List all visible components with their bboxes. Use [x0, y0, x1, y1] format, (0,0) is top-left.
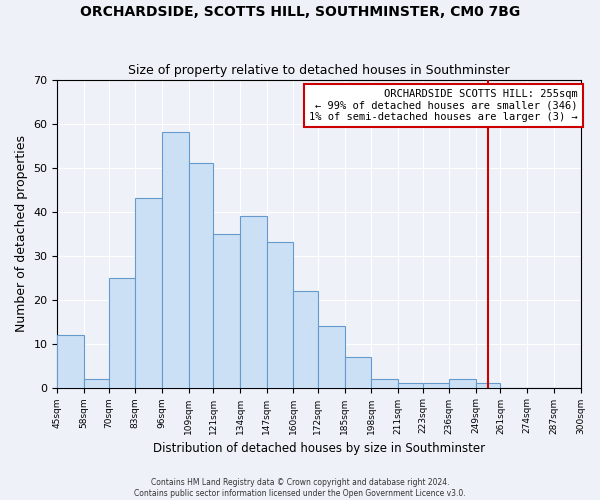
Bar: [318, 326, 344, 388]
Bar: [240, 216, 266, 388]
Bar: [476, 383, 500, 388]
X-axis label: Distribution of detached houses by size in Southminster: Distribution of detached houses by size …: [153, 442, 485, 455]
Bar: [371, 379, 398, 388]
Bar: [449, 379, 476, 388]
Bar: [422, 383, 449, 388]
Bar: [188, 163, 214, 388]
Bar: [398, 383, 422, 388]
Text: ORCHARDSIDE, SCOTTS HILL, SOUTHMINSTER, CM0 7BG: ORCHARDSIDE, SCOTTS HILL, SOUTHMINSTER, …: [80, 5, 520, 19]
Bar: [136, 198, 162, 388]
Bar: [109, 278, 136, 388]
Bar: [162, 132, 188, 388]
Bar: [58, 335, 84, 388]
Bar: [214, 234, 240, 388]
Bar: [293, 291, 318, 388]
Text: ORCHARDSIDE SCOTTS HILL: 255sqm
← 99% of detached houses are smaller (346)
1% of: ORCHARDSIDE SCOTTS HILL: 255sqm ← 99% of…: [309, 89, 578, 122]
Y-axis label: Number of detached properties: Number of detached properties: [15, 135, 28, 332]
Title: Size of property relative to detached houses in Southminster: Size of property relative to detached ho…: [128, 64, 510, 77]
Bar: [84, 379, 109, 388]
Bar: [266, 242, 293, 388]
Bar: [344, 357, 371, 388]
Text: Contains HM Land Registry data © Crown copyright and database right 2024.
Contai: Contains HM Land Registry data © Crown c…: [134, 478, 466, 498]
